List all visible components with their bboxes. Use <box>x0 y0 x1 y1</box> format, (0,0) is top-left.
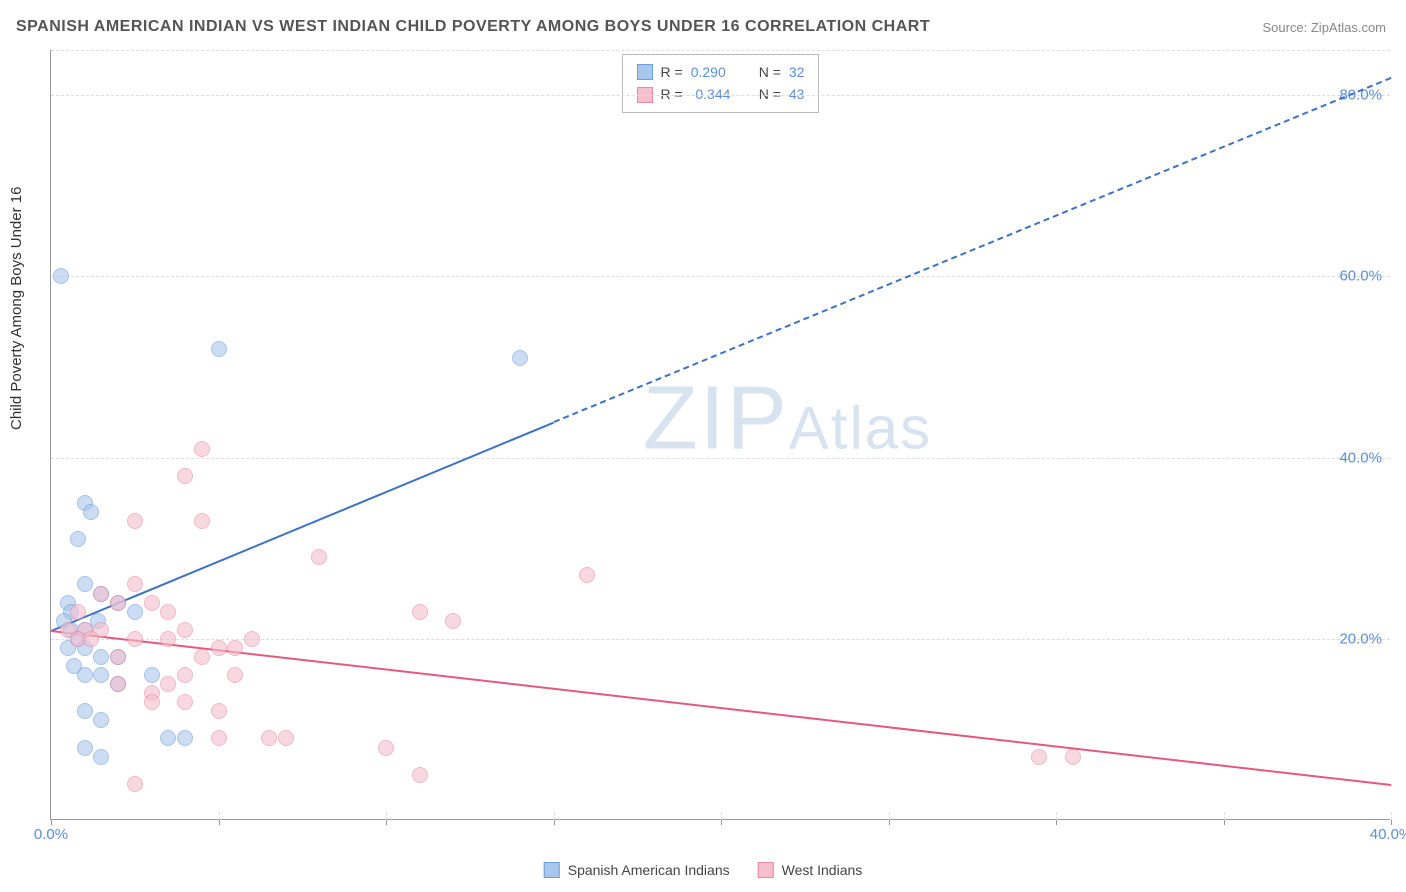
gridline-h <box>51 50 1390 51</box>
y-axis-label: Child Poverty Among Boys Under 16 <box>8 187 25 430</box>
scatter-point <box>177 667 193 683</box>
scatter-point <box>160 604 176 620</box>
gridline-h <box>51 458 1390 459</box>
x-tick-mark <box>51 819 52 825</box>
scatter-point <box>512 350 528 366</box>
gridline-v <box>889 812 890 820</box>
series-swatch <box>544 862 560 878</box>
stat-row: R = 0.290 N = 32 <box>637 61 805 83</box>
plot-area: ZIPAtlas R = 0.290N = 32R = -0.344N = 43… <box>50 50 1390 820</box>
scatter-point <box>1065 749 1081 765</box>
gridline-v <box>1391 812 1392 820</box>
scatter-point <box>93 712 109 728</box>
gridline-v <box>1224 812 1225 820</box>
scatter-point <box>160 676 176 692</box>
scatter-point <box>77 576 93 592</box>
y-tick-label: 40.0% <box>1339 449 1382 466</box>
scatter-point <box>194 513 210 529</box>
watermark-zip: ZIP <box>643 369 789 469</box>
stat-r-value: 0.290 <box>691 61 751 83</box>
scatter-point <box>177 468 193 484</box>
scatter-point <box>1031 749 1047 765</box>
regression-line <box>553 77 1391 423</box>
scatter-point <box>53 268 69 284</box>
legend: Spanish American Indians West Indians <box>544 862 863 878</box>
scatter-point <box>177 694 193 710</box>
x-tick-label: 40.0% <box>1370 826 1406 843</box>
legend-label: West Indians <box>782 862 863 878</box>
scatter-point <box>445 613 461 629</box>
scatter-point <box>93 586 109 602</box>
scatter-point <box>77 740 93 756</box>
scatter-point <box>93 649 109 665</box>
y-tick-label: 20.0% <box>1339 630 1382 647</box>
stat-n-value: 32 <box>789 61 805 83</box>
scatter-point <box>144 694 160 710</box>
scatter-point <box>144 667 160 683</box>
scatter-point <box>211 640 227 656</box>
scatter-point <box>412 604 428 620</box>
scatter-point <box>160 730 176 746</box>
gridline-v <box>554 812 555 820</box>
gridline-v <box>1056 812 1057 820</box>
regression-line <box>51 630 1391 786</box>
watermark-atlas: Atlas <box>789 395 932 462</box>
scatter-point <box>177 730 193 746</box>
gridline-h <box>51 95 1390 96</box>
stat-r-label: R = <box>661 61 683 83</box>
scatter-point <box>83 504 99 520</box>
chart-title: SPANISH AMERICAN INDIAN VS WEST INDIAN C… <box>16 18 930 36</box>
regression-line <box>51 421 554 631</box>
scatter-point <box>311 549 327 565</box>
scatter-point <box>127 776 143 792</box>
scatter-point <box>211 341 227 357</box>
chart-container: SPANISH AMERICAN INDIAN VS WEST INDIAN C… <box>0 0 1406 892</box>
scatter-point <box>110 595 126 611</box>
stat-n-label: N = <box>759 61 781 83</box>
gridline-v <box>721 812 722 820</box>
gridline-h <box>51 276 1390 277</box>
scatter-point <box>83 631 99 647</box>
scatter-point <box>93 667 109 683</box>
scatter-point <box>144 595 160 611</box>
source-label: Source: ZipAtlas.com <box>1262 20 1386 35</box>
scatter-point <box>378 740 394 756</box>
scatter-point <box>412 767 428 783</box>
series-swatch <box>758 862 774 878</box>
y-tick-label: 60.0% <box>1339 268 1382 285</box>
legend-item: West Indians <box>758 862 863 878</box>
x-tick-label: 0.0% <box>34 826 68 843</box>
legend-label: Spanish American Indians <box>568 862 730 878</box>
scatter-point <box>127 604 143 620</box>
scatter-point <box>177 622 193 638</box>
gridline-v <box>219 812 220 820</box>
scatter-point <box>244 631 260 647</box>
scatter-point <box>110 676 126 692</box>
scatter-point <box>227 640 243 656</box>
scatter-point <box>77 667 93 683</box>
legend-item: Spanish American Indians <box>544 862 730 878</box>
scatter-point <box>127 576 143 592</box>
scatter-point <box>70 604 86 620</box>
scatter-point <box>70 531 86 547</box>
scatter-point <box>579 567 595 583</box>
gridline-v <box>386 812 387 820</box>
series-swatch <box>637 64 653 80</box>
scatter-point <box>127 631 143 647</box>
scatter-point <box>211 730 227 746</box>
scatter-point <box>127 513 143 529</box>
scatter-point <box>211 703 227 719</box>
scatter-point <box>110 649 126 665</box>
scatter-point <box>194 441 210 457</box>
scatter-point <box>278 730 294 746</box>
stat-box: R = 0.290N = 32R = -0.344N = 43 <box>622 54 820 113</box>
scatter-point <box>77 703 93 719</box>
scatter-point <box>160 631 176 647</box>
scatter-point <box>227 667 243 683</box>
scatter-point <box>261 730 277 746</box>
watermark: ZIPAtlas <box>643 368 932 471</box>
scatter-point <box>93 749 109 765</box>
scatter-point <box>194 649 210 665</box>
